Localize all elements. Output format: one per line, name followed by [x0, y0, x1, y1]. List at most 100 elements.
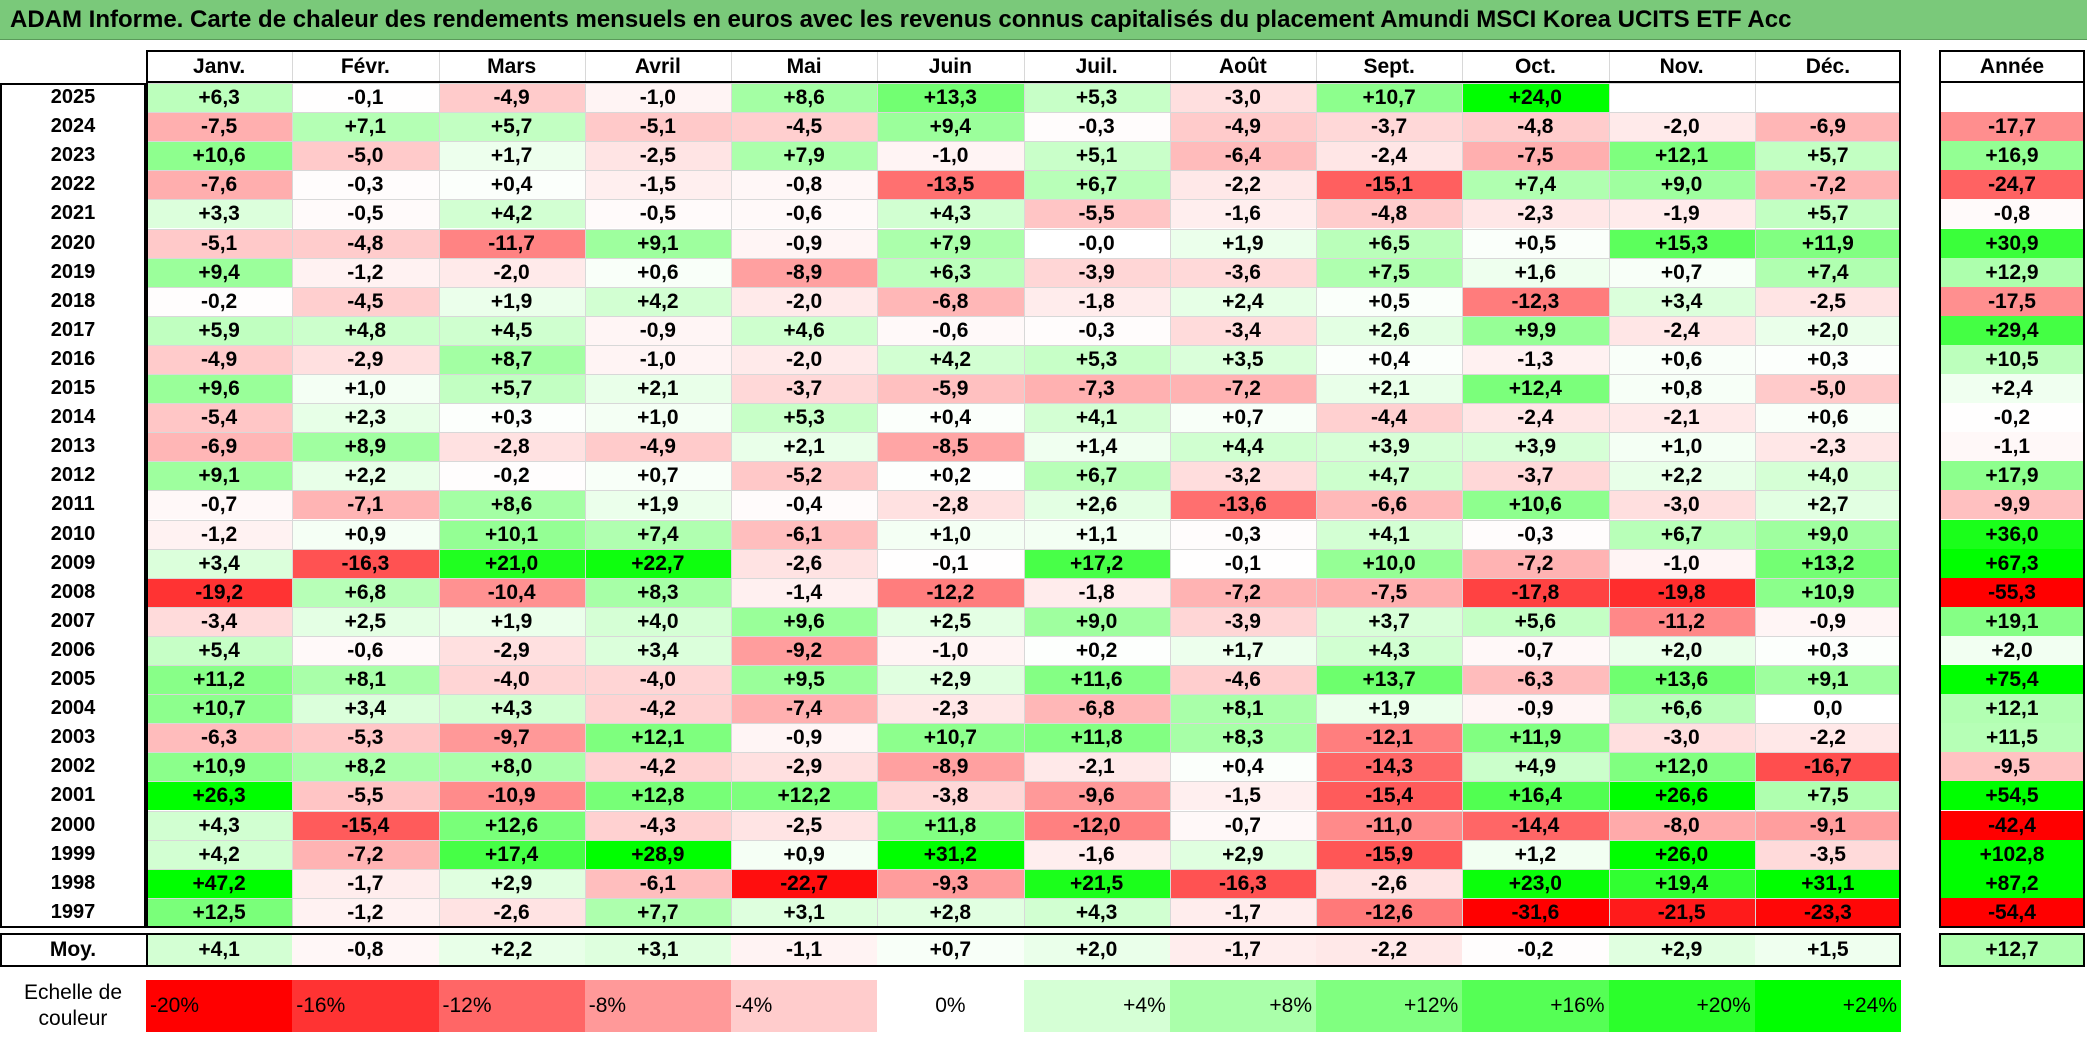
heatmap-cell: -0,9: [731, 228, 878, 258]
heatmap-cell: +11,8: [877, 810, 1024, 840]
heatmap-cell: +12,5: [146, 897, 293, 927]
heatmap-cell: +1,9: [438, 606, 585, 636]
heatmap-cell: +23,0: [1462, 868, 1609, 898]
annual-cell: -0,8: [1939, 199, 2085, 229]
heatmap-cell: -3,0: [1169, 83, 1316, 113]
heatmap-cell: -1,2: [292, 897, 439, 927]
heatmap-cell: +1,0: [292, 374, 439, 404]
heatmap-cell: +6,6: [1608, 694, 1755, 724]
heatmap-cell: +28,9: [584, 839, 731, 869]
year-label: 2010: [0, 519, 146, 549]
heatmap-cell: -22,7: [731, 868, 878, 898]
heatmap-cell: +26,6: [1608, 781, 1755, 811]
heatmap-cell: +19,4: [1608, 868, 1755, 898]
color-scale-swatch: -20%: [146, 980, 293, 1032]
heatmap-cell: +4,7: [1316, 461, 1463, 491]
heatmap-cell: +9,0: [1023, 606, 1170, 636]
heatmap-cell: +11,2: [146, 665, 293, 695]
heatmap-cell: -2,4: [1462, 403, 1609, 433]
year-label: 2002: [0, 752, 146, 782]
annual-cell: +12,9: [1939, 257, 2085, 287]
heatmap-cell: -1,0: [877, 141, 1024, 171]
year-label: 2015: [0, 374, 146, 404]
grid-line: [1316, 50, 1317, 927]
heatmap-cell: +9,4: [146, 257, 293, 287]
heatmap-cell: +2,0: [1754, 315, 1901, 345]
heatmap-cell: +1,9: [1169, 228, 1316, 258]
annual-cell: -9,9: [1939, 490, 2085, 520]
heatmap-cell: +9,9: [1462, 315, 1609, 345]
year-label: 2022: [0, 170, 146, 200]
average-cell: +0,7: [877, 933, 1024, 967]
month-header: Mars: [438, 50, 585, 83]
heatmap-cell: -6,6: [1316, 490, 1463, 520]
heatmap-cell: +0,4: [877, 403, 1024, 433]
heatmap-cell: +8,2: [292, 752, 439, 782]
heatmap-cell: -9,2: [731, 635, 878, 665]
heatmap-cell: +2,9: [877, 665, 1024, 695]
month-header: Août: [1169, 50, 1316, 83]
heatmap-cell: -17,8: [1462, 577, 1609, 607]
year-label: 1999: [0, 839, 146, 869]
heatmap-cell: -15,4: [292, 810, 439, 840]
heatmap-cell: -5,1: [146, 228, 293, 258]
annual-cell: +10,5: [1939, 344, 2085, 374]
heatmap-cell: -7,2: [1169, 577, 1316, 607]
heatmap-cell: -0,1: [1169, 548, 1316, 578]
heatmap-cell: +21,5: [1023, 868, 1170, 898]
heatmap-cell: -4,9: [584, 432, 731, 462]
color-scale-label-line2: couleur: [38, 1007, 108, 1030]
annual-cell: +102,8: [1939, 839, 2085, 869]
annual-cell: +12,1: [1939, 694, 2085, 724]
heatmap-cell: +4,3: [877, 199, 1024, 229]
heatmap-cell: +9,4: [877, 112, 1024, 142]
month-header: Nov.: [1608, 50, 1755, 83]
heatmap-cell: +2,9: [1169, 839, 1316, 869]
heatmap-cell: +4,2: [438, 199, 585, 229]
average-cell: -2,2: [1316, 933, 1463, 967]
annual-cell: -54,4: [1939, 897, 2085, 927]
heatmap-cell: -1,4: [731, 577, 878, 607]
color-scale-swatch: +8%: [1169, 980, 1316, 1032]
heatmap-cell: -7,1: [292, 490, 439, 520]
heatmap-cell: +3,4: [1608, 286, 1755, 316]
heatmap-cell: -10,4: [438, 577, 585, 607]
heatmap-cell: +8,0: [438, 752, 585, 782]
heatmap-cell: +2,0: [1608, 635, 1755, 665]
average-cell: -0,8: [292, 933, 439, 967]
heatmap-cell: +7,5: [1316, 257, 1463, 287]
color-scale-swatch: -8%: [584, 980, 731, 1032]
heatmap-cell: -0,3: [1169, 519, 1316, 549]
heatmap-cell: -5,2: [731, 461, 878, 491]
grid-line: [1608, 50, 1610, 927]
annual-cell: +19,1: [1939, 606, 2085, 636]
average-cell: +2,9: [1608, 933, 1755, 967]
heatmap-cell: -2,3: [1754, 432, 1901, 462]
year-label: 2012: [0, 461, 146, 491]
heatmap-cell: +6,7: [1023, 170, 1170, 200]
heatmap-cell: +11,8: [1023, 723, 1170, 753]
color-scale-swatch: +4%: [1023, 980, 1170, 1032]
heatmap-cell: -1,7: [1169, 897, 1316, 927]
year-label: 2025: [0, 83, 146, 113]
year-label: 1998: [0, 868, 146, 898]
heatmap-cell: -12,3: [1462, 286, 1609, 316]
heatmap-cell: -0,7: [146, 490, 293, 520]
heatmap-cell: +0,2: [877, 461, 1024, 491]
grid-line: [1023, 50, 1025, 927]
month-header: Juil.: [1023, 50, 1170, 83]
heatmap-cell: -2,6: [731, 548, 878, 578]
heatmap-cell: -19,2: [146, 577, 293, 607]
heatmap-cell: +10,6: [146, 141, 293, 171]
annual-cell: -55,3: [1939, 577, 2085, 607]
heatmap-cell: +3,9: [1316, 432, 1463, 462]
year-label: 1997: [0, 897, 146, 927]
heatmap-cell: +12,1: [584, 723, 731, 753]
heatmap-cell: -16,7: [1754, 752, 1901, 782]
heatmap-cell: +3,3: [146, 199, 293, 229]
month-header: Déc.: [1754, 50, 1901, 83]
heatmap-cell: -1,2: [292, 257, 439, 287]
heatmap-cell: +4,4: [1169, 432, 1316, 462]
heatmap-cell: -12,1: [1316, 723, 1463, 753]
heatmap-cell: -2,3: [1462, 199, 1609, 229]
